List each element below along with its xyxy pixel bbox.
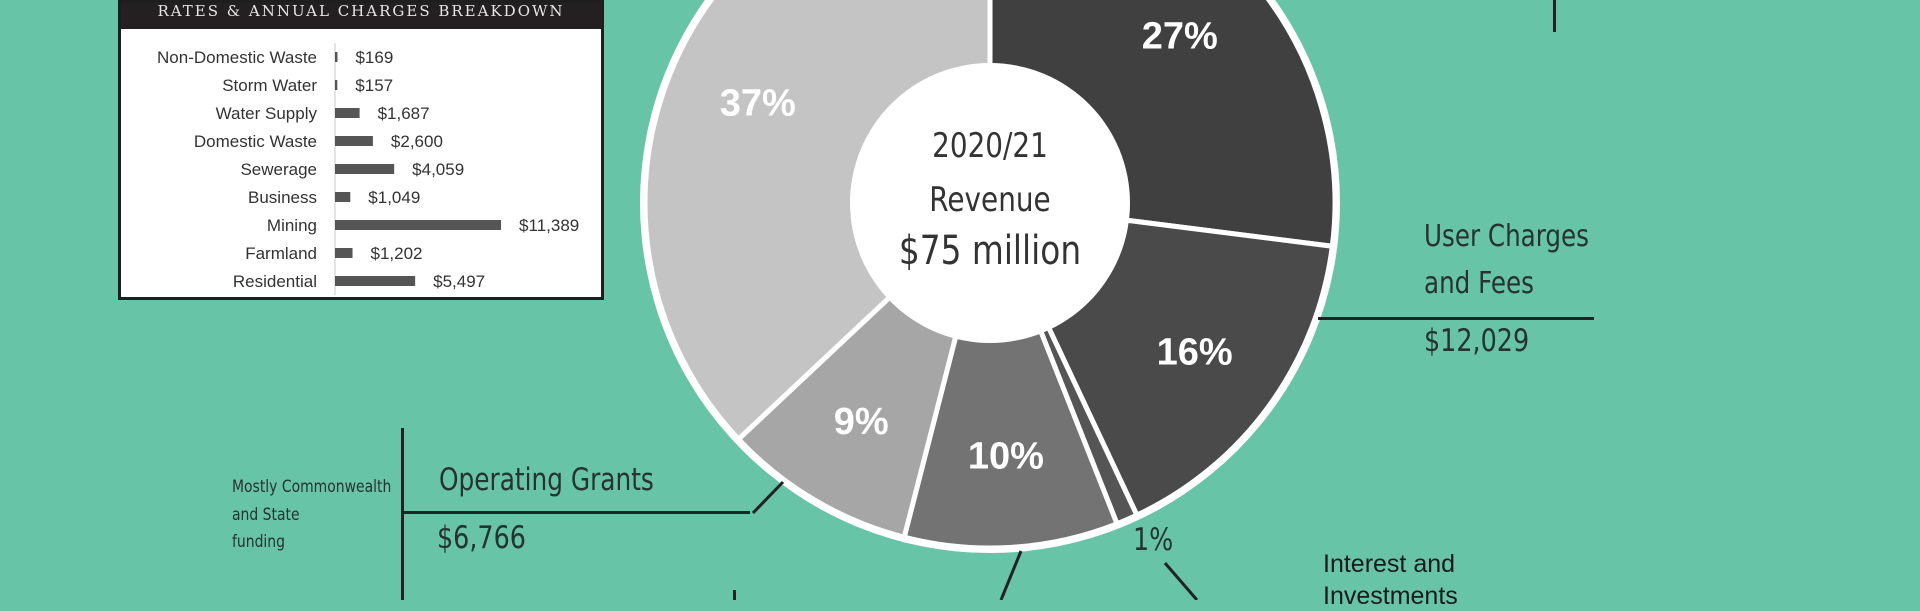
operating-grants-value: $6,766 [437,520,526,556]
value-label-domestic-waste: $2,600 [391,132,443,151]
bar-water-supply [335,108,360,118]
bar-domestic-waste [335,136,373,146]
category-label-domestic-waste: Domestic Waste [194,132,317,151]
bar-farmland [335,248,353,258]
operating-grants-leader-line [404,511,750,514]
one-percent-label: 1% [1133,522,1174,558]
slice-10-percent [901,200,1120,551]
value-label-mining: $11,389 [519,216,579,235]
bar-mining [335,220,502,230]
bar-residential [335,276,416,286]
value-label-storm-water: $157 [355,76,393,95]
category-label-mining: Mining [267,216,317,235]
value-label-business: $1,049 [368,188,420,207]
category-label-sewerage: Sewerage [240,160,317,179]
value-label-water-supply: $1,687 [378,104,430,123]
operating-grants-title: Operating Grants [439,462,654,498]
bottom-center-tick [733,590,736,600]
top-right-divider [1553,0,1556,32]
operating-grants-note-line3: funding [232,532,285,552]
bar-non-domestic-waste [335,52,338,62]
user-charges-value: $12,029 [1424,323,1530,359]
center-text-line-1: 2020/21 [932,126,1048,165]
rates-bar-chart: Non-Domestic Waste $169 Storm Water $157 Wat… [157,43,579,295]
slice-label-16-percent: 16% [1157,332,1233,374]
value-label-non-domestic-waste: $169 [355,48,393,67]
rates-breakdown-title: RATES & ANNUAL CHARGES BREAKDOWN [121,3,601,29]
value-label-sewerage: $4,059 [412,160,464,179]
slice-label-10-percent: 10% [968,436,1044,478]
interest-label-line1: Interest and [1323,550,1456,578]
one-percent-leader-line [1163,562,1199,600]
user-charges-label-line1: User Charges [1424,219,1589,254]
slice-label-37-percent: 37% [720,83,796,125]
operating-grants-diagonal-line [751,480,785,515]
category-label-business: Business [248,188,317,207]
operating-grants-bracket [401,428,404,600]
category-label-non-domestic-waste: Non-Domestic Waste [157,48,317,67]
interest-label-line2: Investments [1323,582,1458,610]
center-text-line-3: $75 million [899,227,1081,274]
value-label-farmland: $1,202 [371,244,423,263]
operating-grants-note-line2: and State [232,505,300,525]
category-label-water-supply: Water Supply [216,104,318,123]
slice-label-9-percent: 9% [834,401,889,443]
bar-sewerage [335,164,395,174]
rates-breakdown-panel: Non-Domestic Waste $169 Storm Water $157 Wat… [118,0,604,300]
bar-storm-water [335,80,338,90]
category-label-storm-water: Storm Water [222,76,317,95]
user-charges-label-line2: and Fees [1424,266,1534,301]
category-label-residential: Residential [233,272,317,291]
value-label-residential: $5,497 [433,272,485,291]
operating-grants-note-line1: Mostly Commonwealth [232,477,392,497]
user-charges-leader-line [1318,317,1594,320]
bottom-leader-line [999,550,1023,600]
bar-business [335,192,351,202]
category-label-farmland: Farmland [245,244,317,263]
donut-center-hole [850,63,1130,343]
center-text-line-2: Revenue [929,180,1050,219]
slice-label-27-percent: 27% [1142,16,1218,58]
